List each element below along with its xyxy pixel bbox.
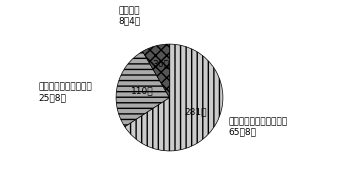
Wedge shape <box>125 44 223 151</box>
Text: 障害者単独の計画である
65．8％: 障害者単独の計画である 65．8％ <box>228 117 288 137</box>
Text: 36件: 36件 <box>152 60 169 69</box>
Text: 総合計画の一部である
25．8％: 総合計画の一部である 25．8％ <box>39 83 92 102</box>
Wedge shape <box>116 51 169 127</box>
Text: 281件: 281件 <box>184 107 207 116</box>
Text: 回答なし
8．4％: 回答なし 8．4％ <box>118 6 141 25</box>
Text: 110件: 110件 <box>131 87 154 96</box>
Wedge shape <box>143 44 169 98</box>
